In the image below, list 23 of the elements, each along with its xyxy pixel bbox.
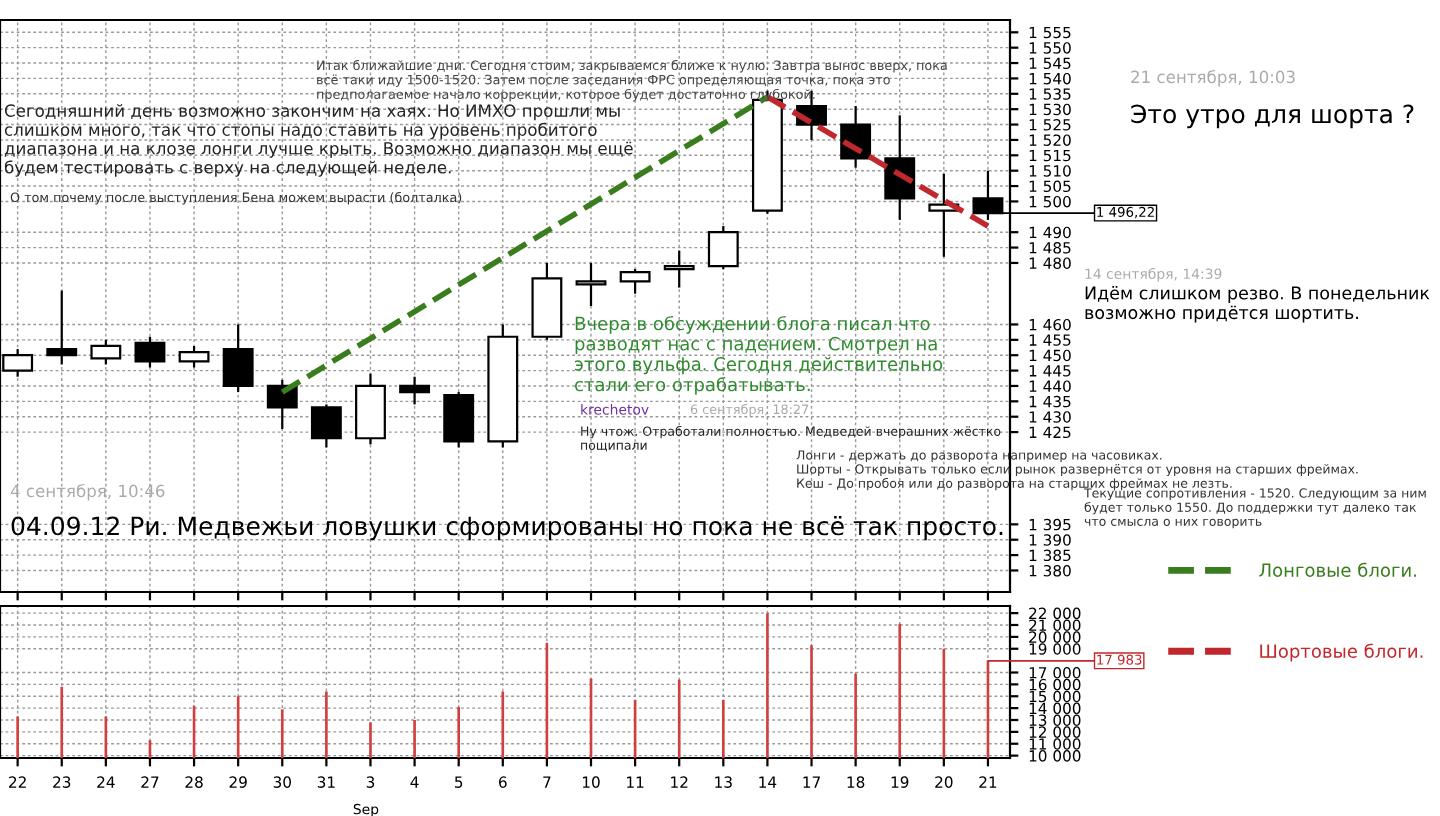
text: 21 сентября, 10:03 xyxy=(1131,70,1295,87)
candlestick xyxy=(884,114,916,221)
candlestick xyxy=(619,267,651,295)
candlestick xyxy=(399,375,431,406)
text: Это утро для шорта ? xyxy=(1131,104,1414,129)
annotation: Вчера в обсуждении блога писал что разводят нас с падением. Смотрел на этого вульфа. Сегодня действительно стали его отрабатывать. xyxy=(575,316,943,395)
annotation: 04.09.12 Ри. Медвежьи ловушки сформированы но пока не всё так просто. xyxy=(11,516,1003,541)
annotation: Сегодняшний день возможно закончим на хаях. Но ИМХО прошли мы слишком много, так что стопы надо ставить на уровень пробитого диапазона и на клозе лонги лучше крыть. Возможно диапазон мы ещё будем тестировать с верху на следующей неделе. xyxy=(4,104,633,177)
candlestick xyxy=(46,289,78,366)
candlestick xyxy=(310,403,342,449)
candlestick xyxy=(178,344,210,369)
candlestick xyxy=(222,323,254,394)
candlestick xyxy=(134,335,166,369)
legend-label: Лонговые блоги. xyxy=(1259,562,1416,577)
text: Идём слишком резво. В понедельник возможно придётся шортить. xyxy=(1085,286,1430,323)
annotation: 4 сентября, 10:46 xyxy=(10,484,165,501)
candlestick xyxy=(707,224,739,271)
candlestick xyxy=(663,249,695,289)
legend-label: Шортовые блоги. xyxy=(1260,643,1423,662)
candlestick xyxy=(266,378,298,431)
candlestick xyxy=(90,338,122,366)
candlestick xyxy=(443,391,475,449)
candlestick xyxy=(575,261,607,308)
